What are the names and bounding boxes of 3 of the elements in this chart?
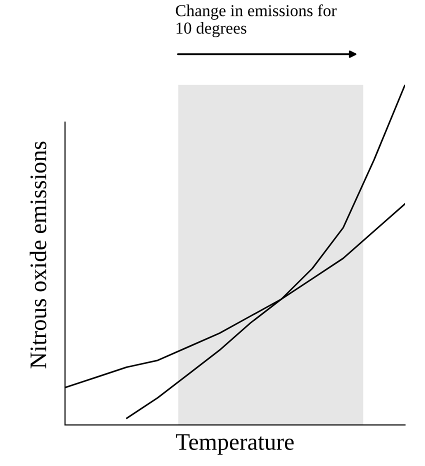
text: Change in emissions for 10 degrees [176,4,337,38]
x-axis-title: Temperature [176,434,294,455]
y-axis-title: Nitrous oxide emissions [30,142,46,368]
